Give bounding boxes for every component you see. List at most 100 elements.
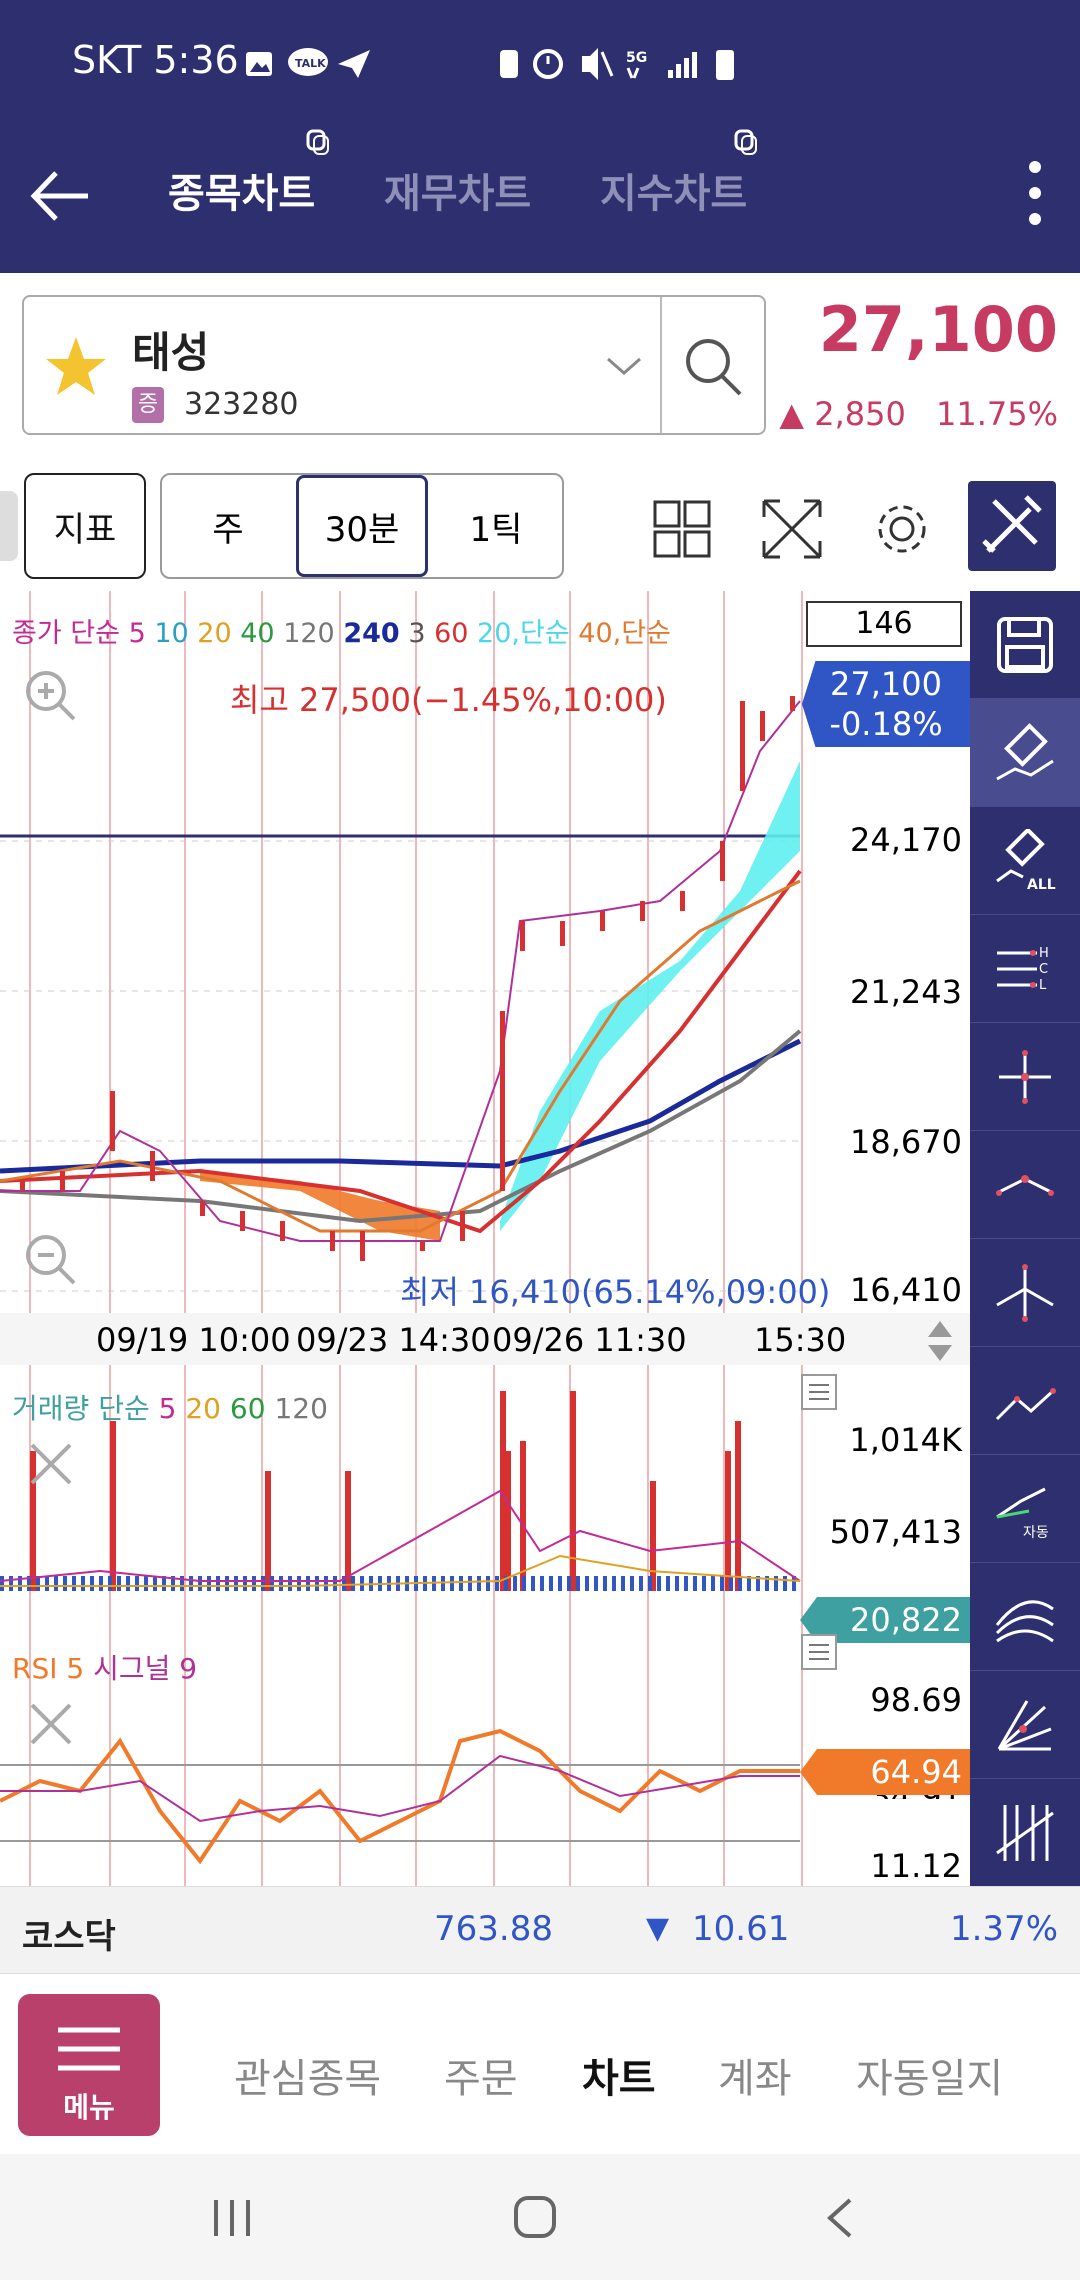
nav-account[interactable]: 계좌 (718, 2056, 792, 2102)
legend-rsi: RSI 5 (12, 1652, 85, 1685)
angle-tool[interactable] (970, 1671, 1080, 1779)
close-icon[interactable] (26, 1699, 76, 1749)
volume-bar (30, 1451, 36, 1591)
volume-bar (198, 1576, 202, 1591)
volume-bar (144, 1576, 148, 1591)
fibonacci-tool[interactable] (970, 1779, 1080, 1887)
candle (520, 921, 525, 951)
zoom-out-icon[interactable] (18, 1227, 82, 1291)
current-price: 27,100 (818, 293, 1058, 366)
period-30min[interactable]: 30분 (296, 475, 428, 577)
recent-apps-icon[interactable] (210, 2196, 254, 2240)
close-icon[interactable] (26, 1439, 76, 1489)
svg-text:C: C (1039, 962, 1048, 977)
candle (500, 1011, 505, 1191)
carrier-time: SKT 5:36 (72, 38, 239, 82)
volume-bar (558, 1576, 562, 1591)
eraser-all-icon: ALL (996, 828, 1056, 893)
more-vert-icon[interactable] (1020, 155, 1050, 235)
rsi-line (0, 1728, 800, 1865)
stock-header: 태성 증 323280 27,100 ▲ 2,850 11.75% (0, 273, 1080, 451)
tab-stock-chart[interactable]: 종목차트 (168, 171, 316, 217)
period-1tick[interactable]: 1틱 (469, 509, 523, 550)
volume-bar (81, 1576, 85, 1591)
volume-bar (567, 1576, 571, 1591)
low-price-note: 최저 16,410(65.14%,09:00) (400, 1273, 831, 1311)
chevron-down-icon[interactable] (604, 353, 644, 379)
back-arrow-icon[interactable] (26, 161, 96, 231)
volume-bar (265, 1471, 271, 1591)
volume-bar (108, 1576, 112, 1591)
side-handle[interactable] (0, 491, 18, 561)
menu-label: 메뉴 (63, 2091, 115, 2124)
candle (60, 1171, 65, 1191)
legend-20-simple: 20,단순 (477, 618, 570, 649)
auto-trend-tool[interactable]: 자동 (970, 1455, 1080, 1563)
nav-chart[interactable]: 차트 (582, 2056, 656, 2102)
back-icon[interactable] (820, 2196, 860, 2240)
candle-count-box[interactable]: 146 (806, 601, 962, 647)
volume-bar (252, 1576, 256, 1591)
volume-bar (207, 1576, 211, 1591)
volume-bar (270, 1576, 274, 1591)
price-axis-label: 24,170 (850, 821, 962, 859)
volume-bar (90, 1576, 94, 1591)
star-icon[interactable] (44, 335, 108, 397)
time-label: 09/19 10:00 (96, 1321, 291, 1359)
tab-financial-chart[interactable]: 재무차트 (384, 171, 532, 217)
price-axis-label: 21,243 (850, 973, 962, 1011)
volume-bar (288, 1576, 292, 1591)
volume-bar (729, 1576, 733, 1591)
nav-order[interactable]: 주문 (444, 2056, 518, 2102)
trend-line-tool[interactable] (970, 1131, 1080, 1239)
volume-bar (675, 1576, 679, 1591)
gear-icon[interactable] (870, 497, 934, 561)
zoom-in-icon[interactable] (18, 663, 82, 727)
volume-bar (747, 1576, 751, 1591)
volume-bar (345, 1471, 351, 1591)
nav-watchlist[interactable]: 관심종목 (234, 2056, 382, 2102)
tab-index-chart[interactable]: 지수차트 (600, 171, 748, 217)
home-icon[interactable] (512, 2194, 558, 2240)
legend-ma60: 60 (434, 618, 469, 649)
volume-bar (756, 1576, 760, 1591)
nav-auto-journal[interactable]: 자동일지 (856, 2056, 1004, 2102)
indicator-button[interactable]: 지표 (24, 473, 146, 579)
copy-icon (306, 129, 329, 155)
legend-3: 3 (408, 618, 426, 649)
volume-bar (27, 1576, 31, 1591)
volume-bar (261, 1576, 265, 1591)
fullscreen-icon[interactable] (760, 497, 824, 561)
grid-layout-icon[interactable] (652, 499, 712, 559)
volume-bar (720, 1576, 724, 1591)
crosshair-tool[interactable] (970, 1023, 1080, 1131)
stock-selector[interactable]: 태성 증 323280 (22, 295, 766, 435)
candle (20, 1181, 25, 1191)
volume-bar (666, 1576, 670, 1591)
search-icon[interactable] (680, 333, 750, 403)
ma240-line (0, 1038, 802, 1174)
index-value: 763.88 (434, 1909, 553, 1949)
price-legend: 종가 단순 5 10 20 40 120 240 3 60 20,단순 40,단… (12, 611, 671, 650)
eraser-all-tool[interactable]: ALL (970, 807, 1080, 915)
volume-bar (693, 1576, 697, 1591)
scroll-arrows-icon[interactable] (924, 1319, 956, 1363)
market-index-bar[interactable]: 코스닥 763.88 ▼ 10.61 1.37% (0, 1886, 1080, 1974)
volume-bar (520, 1441, 526, 1591)
cloud-fill (200, 1171, 440, 1241)
fan-tool[interactable] (970, 1563, 1080, 1671)
menu-button[interactable]: 메뉴 (18, 1994, 160, 2136)
menu-small-icon[interactable] (800, 1373, 840, 1413)
menu-small-icon[interactable] (800, 1633, 840, 1673)
vertical-line-tool[interactable] (970, 1239, 1080, 1347)
zigzag-tool[interactable] (970, 1347, 1080, 1455)
volume-bar (585, 1576, 589, 1591)
volume-bar (576, 1576, 580, 1591)
volume-bar (792, 1576, 796, 1591)
eraser-tool[interactable] (970, 699, 1080, 807)
save-tool[interactable] (970, 591, 1080, 699)
drawing-tools-button[interactable] (968, 481, 1056, 571)
period-week[interactable]: 주 (212, 509, 244, 550)
chart-area[interactable]: 종가 단순 5 10 20 40 120 240 3 60 20,단순 40,단… (0, 591, 970, 1886)
